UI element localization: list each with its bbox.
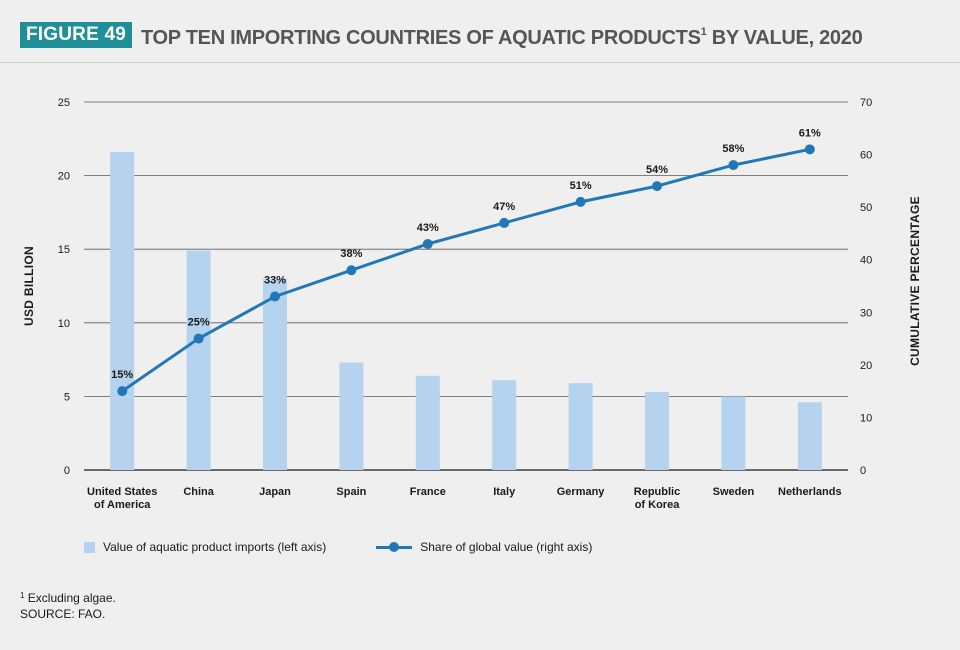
footnote-note: 1 Excluding algae.: [20, 588, 116, 606]
bar: [415, 375, 440, 470]
header-divider: [0, 62, 960, 63]
y-tick-left: 20: [58, 171, 70, 183]
y-tick-left: 10: [58, 318, 70, 330]
y-tick-right: 50: [860, 202, 872, 214]
bar: [797, 402, 822, 470]
data-label: 15%: [111, 369, 133, 381]
x-tick-label: of America: [94, 499, 151, 511]
y-tick-right: 10: [860, 412, 872, 424]
source-note: SOURCE: FAO.: [20, 607, 106, 621]
line-point: [346, 265, 357, 276]
legend-item-bars: Value of aquatic product imports (left a…: [84, 540, 326, 554]
figure-title-footnote-marker: 1: [700, 26, 707, 38]
bar: [721, 396, 746, 470]
y-tick-left: 0: [64, 465, 70, 477]
footnote-block: 1 Excluding algae. SOURCE: FAO.: [20, 588, 116, 622]
figure-title: TOP TEN IMPORTING COUNTRIES OF AQUATIC P…: [141, 20, 863, 50]
bar: [186, 250, 211, 470]
figure-title-main: TOP TEN IMPORTING COUNTRIES OF AQUATIC P…: [141, 27, 701, 49]
line-point: [270, 291, 280, 302]
x-tick-label: China: [183, 486, 214, 498]
bar: [568, 383, 593, 470]
bar: [110, 152, 135, 470]
figure-title-tail: BY VALUE, 2020: [706, 27, 863, 49]
x-tick-label: France: [410, 486, 446, 498]
data-label: 43%: [417, 222, 439, 234]
x-tick-label: Germany: [557, 486, 606, 498]
data-label: 25%: [188, 317, 210, 329]
bar: [263, 278, 287, 470]
y-tick-right: 0: [860, 465, 866, 477]
line-point: [575, 196, 586, 207]
legend-bar-swatch: [84, 541, 95, 553]
y-tick-right: 70: [860, 97, 872, 109]
chart-legend: Value of aquatic product imports (left a…: [84, 540, 642, 554]
y-axis-title-left: USD BILLION: [22, 246, 36, 326]
line-point: [499, 217, 510, 228]
legend-line-label: Share of global value (right axis): [420, 540, 593, 554]
line-point: [728, 160, 739, 171]
footnote-text: Excluding algae.: [24, 591, 116, 605]
chart: 0 5 10 15 20 25 0 10 20 30 40 50 60 70 USD BILLION CUMU…: [22, 97, 922, 511]
line-series: [121, 147, 811, 393]
data-label: 61%: [799, 127, 821, 139]
data-label: 54%: [646, 164, 668, 176]
x-tick-label: Republic: [634, 486, 680, 498]
line-point: [652, 181, 662, 192]
line-point: [193, 333, 204, 344]
y-tick-left: 25: [58, 97, 70, 109]
x-tick-label: of Korea: [635, 499, 681, 511]
data-label: 33%: [264, 275, 286, 287]
data-label: 38%: [340, 248, 362, 260]
y-tick-right: 40: [860, 255, 872, 267]
x-tick-label: Sweden: [713, 486, 755, 498]
data-label: 51%: [570, 180, 592, 192]
x-tick-label: Italy: [493, 486, 516, 498]
legend-item-line: Share of global value (right axis): [376, 540, 592, 554]
y-tick-right: 20: [860, 360, 872, 372]
bar: [339, 362, 364, 470]
data-label: 58%: [722, 143, 744, 155]
y-tick-right: 30: [860, 307, 872, 319]
legend-bar-label: Value of aquatic product imports (left a…: [103, 540, 327, 554]
line-point: [117, 386, 128, 397]
y-axis-title-right: CUMULATIVE PERCENTAGE: [908, 196, 922, 366]
bar: [645, 391, 669, 470]
x-tick-label: Netherlands: [778, 486, 842, 498]
data-label: 47%: [493, 201, 515, 213]
x-tick-label: Japan: [259, 486, 291, 498]
x-tick-label: Spain: [336, 486, 366, 498]
y-tick-left: 15: [58, 244, 70, 256]
legend-line-swatch: [376, 542, 413, 552]
footnote-marker: 1: [20, 591, 25, 600]
figure-header: FIGURE 49 TOP TEN IMPORTING COUNTRIES OF…: [20, 18, 863, 52]
bar: [492, 380, 517, 470]
line-point: [422, 238, 433, 249]
x-tick-label: United States: [87, 486, 157, 498]
y-tick-left: 5: [64, 391, 70, 403]
figure-badge: FIGURE 49: [20, 22, 132, 48]
line-point: [804, 144, 815, 155]
y-tick-right: 60: [860, 150, 872, 162]
